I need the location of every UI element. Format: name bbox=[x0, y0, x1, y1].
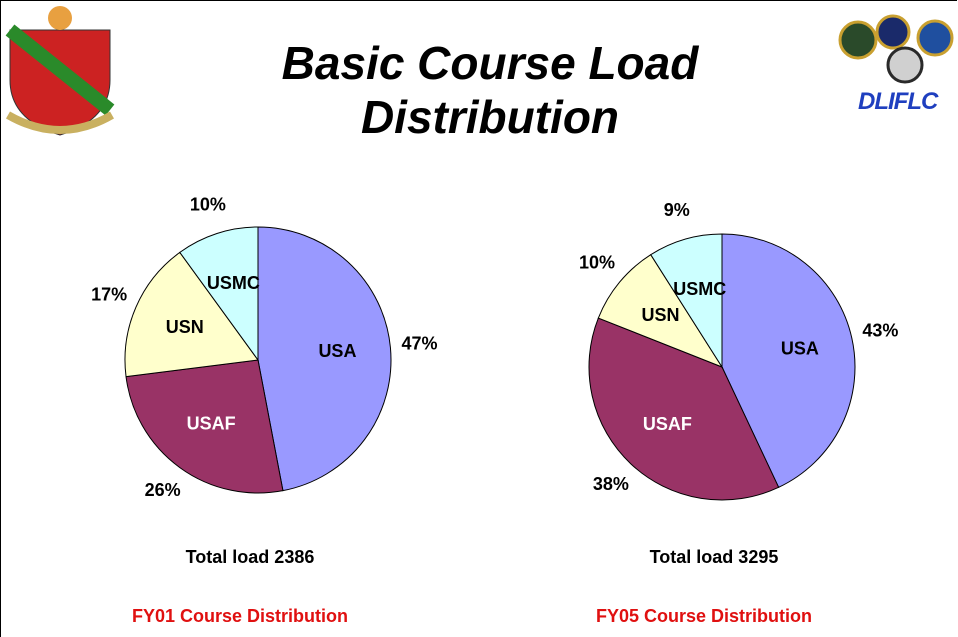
slice-label: USN bbox=[642, 305, 680, 325]
seals-logo bbox=[838, 14, 954, 84]
value-label: 47% bbox=[402, 333, 438, 353]
pie-slice bbox=[179, 226, 259, 362]
slice-label: USA bbox=[781, 338, 819, 358]
chart-caption: FY01 Course Distribution bbox=[132, 606, 348, 626]
slice-label: USMC bbox=[207, 273, 260, 293]
value-label: 10% bbox=[190, 194, 226, 214]
pie-slice bbox=[597, 254, 724, 369]
chart-subtitle: Total load 3295 bbox=[650, 547, 779, 567]
slice-label: USA bbox=[318, 341, 356, 361]
pie-slice bbox=[721, 233, 856, 489]
chart-subtitle: Total load 2386 bbox=[186, 547, 315, 567]
value-label: 38% bbox=[593, 474, 629, 494]
value-label: 10% bbox=[579, 252, 615, 272]
slice-label: USAF bbox=[643, 414, 692, 434]
value-label: 9% bbox=[664, 200, 690, 220]
slide-title: Basic Course Load Distribution bbox=[281, 37, 699, 143]
slice-label: USMC bbox=[673, 279, 726, 299]
chart-caption: FY05 Course Distribution bbox=[596, 606, 812, 626]
value-label: 17% bbox=[91, 284, 127, 304]
slice-label: USN bbox=[166, 317, 204, 337]
value-label: 26% bbox=[145, 480, 181, 500]
slice-label: USAF bbox=[187, 413, 236, 433]
value-label: 43% bbox=[862, 320, 898, 340]
pie-slice bbox=[588, 317, 780, 501]
logo-text: DLIFLC bbox=[858, 88, 938, 115]
pie-slice bbox=[257, 226, 392, 492]
pie-slice bbox=[650, 233, 723, 369]
pie-slice bbox=[125, 359, 284, 494]
pie-slice bbox=[124, 251, 259, 378]
crest-logo bbox=[5, 6, 115, 136]
